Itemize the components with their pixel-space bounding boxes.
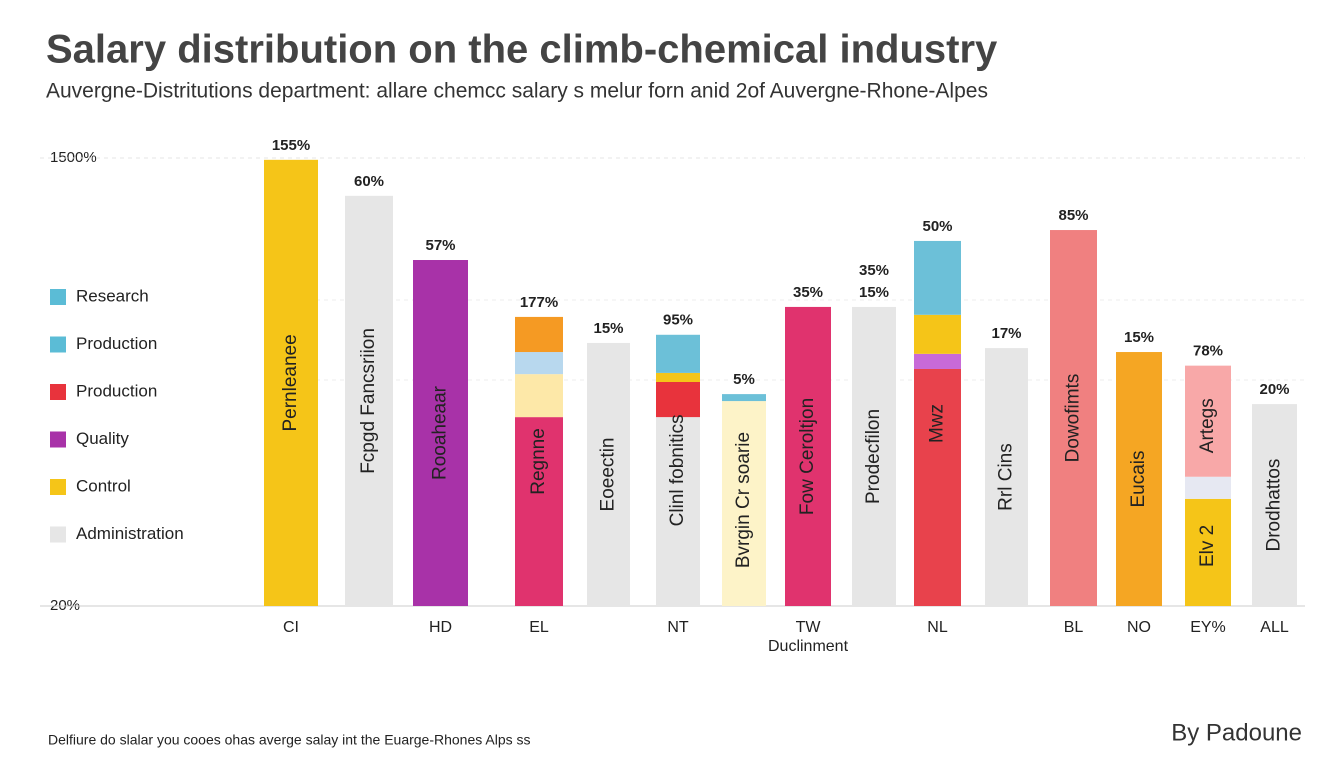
value-label: 17% <box>991 325 1021 342</box>
bar-segment <box>264 159 318 606</box>
bar-segment <box>515 352 563 375</box>
value-label: 15% <box>1124 329 1154 346</box>
bar-segment <box>656 382 700 418</box>
bar-text: Pernleanee <box>280 334 301 431</box>
legend-swatch <box>50 384 66 400</box>
bar-segment <box>515 374 563 418</box>
x-tick-label: CI <box>283 619 299 636</box>
bar-segment <box>1185 476 1231 499</box>
bar-segment <box>656 417 700 606</box>
bar-text: Bvrgin Cr soarie <box>733 432 754 568</box>
y-tick-label: 1500% <box>50 149 97 166</box>
bar-segment <box>1185 365 1231 477</box>
x-axis-title: Duclinment <box>768 638 849 655</box>
value-label: 177% <box>520 294 558 311</box>
x-tick-label: HD <box>429 619 452 636</box>
bar-segment <box>515 316 563 353</box>
bar-segment <box>914 353 961 369</box>
footnote: Delfiure do slalar you cooes ohas averge… <box>48 732 531 748</box>
value-label: 5% <box>733 371 755 388</box>
bar-text: Eoeectin <box>598 437 619 511</box>
bar-segment <box>515 417 563 606</box>
value-label: 78% <box>1193 343 1223 360</box>
bar-segment <box>914 240 961 315</box>
bar-segment <box>852 306 896 606</box>
chart-subtitle: Auvergne-Distritutions department: allar… <box>46 80 988 103</box>
bar-segment <box>656 334 700 373</box>
value-label: 60% <box>354 173 384 190</box>
bar-text: Regnne <box>528 428 549 495</box>
chart-title: Salary distribution on the climb-chemica… <box>46 28 998 72</box>
value-label: 15% <box>859 284 889 301</box>
legend-label: Control <box>76 476 131 495</box>
bar-segment <box>722 394 766 402</box>
bar-segment <box>1116 352 1162 606</box>
bar-text: Elv 2 <box>1197 525 1218 567</box>
bar-segment <box>914 314 961 354</box>
x-tick-label: NL <box>927 619 948 636</box>
x-tick-label: EY% <box>1190 619 1226 636</box>
value-label: 15% <box>593 320 623 337</box>
value-label: 95% <box>663 312 693 329</box>
value-label: 50% <box>922 218 952 235</box>
value-label: 35% <box>793 284 823 301</box>
x-tick-label: NO <box>1127 619 1151 636</box>
credit: By Padoune <box>1171 719 1302 746</box>
value-label: 85% <box>1058 207 1088 224</box>
y-tick-label: 20% <box>50 597 80 614</box>
bar-segment <box>587 342 630 606</box>
bar-segment <box>722 401 766 606</box>
bar-text: Artegs <box>1197 398 1218 453</box>
bar-text: Fcpgd Fancsriion <box>358 328 379 474</box>
x-tick-label: BL <box>1064 619 1084 636</box>
bar-segment <box>345 195 393 607</box>
legend-label: Production <box>76 381 157 400</box>
x-tick-label: NT <box>667 619 689 636</box>
legend-label: Production <box>76 334 157 353</box>
bar-text: Dowofimts <box>1063 374 1084 463</box>
x-tick-label: ALL <box>1260 619 1289 636</box>
bar-text: Clinl fobnitics <box>667 414 688 526</box>
bar-text: Rooaheaar <box>430 385 451 480</box>
legend-label: Administration <box>76 524 184 543</box>
legend-label: Research <box>76 286 149 305</box>
value-label: 20% <box>1259 381 1289 398</box>
bar-text: Drodhattos <box>1264 459 1285 552</box>
bar-text: Fow Ceroltjon <box>797 398 818 515</box>
value-label: 57% <box>425 237 455 254</box>
bar-segment <box>914 368 961 606</box>
x-tick-label: TW <box>796 619 822 636</box>
bar-segment <box>656 372 700 382</box>
legend-swatch <box>50 431 66 448</box>
bar-segment <box>1050 230 1097 606</box>
legend-swatch <box>50 479 66 495</box>
bar-segment <box>1252 404 1297 606</box>
bar-segment <box>413 260 468 606</box>
bar-text: Prodecfilon <box>863 409 884 504</box>
bar-text: Mwz <box>927 404 948 443</box>
legend-swatch <box>50 526 66 543</box>
x-tick-label: EL <box>529 619 549 636</box>
bar-text: Eucais <box>1128 451 1149 508</box>
legend-label: Quality <box>76 429 129 448</box>
bar-segment <box>985 348 1028 606</box>
legend-swatch <box>50 336 66 353</box>
bar-text: Rrl Cins <box>996 443 1017 511</box>
bar-segment <box>1185 498 1231 606</box>
value-annotation: 35% <box>859 262 889 279</box>
legend-swatch <box>50 289 66 305</box>
value-label: 155% <box>272 137 310 154</box>
bar-segment <box>785 306 831 606</box>
